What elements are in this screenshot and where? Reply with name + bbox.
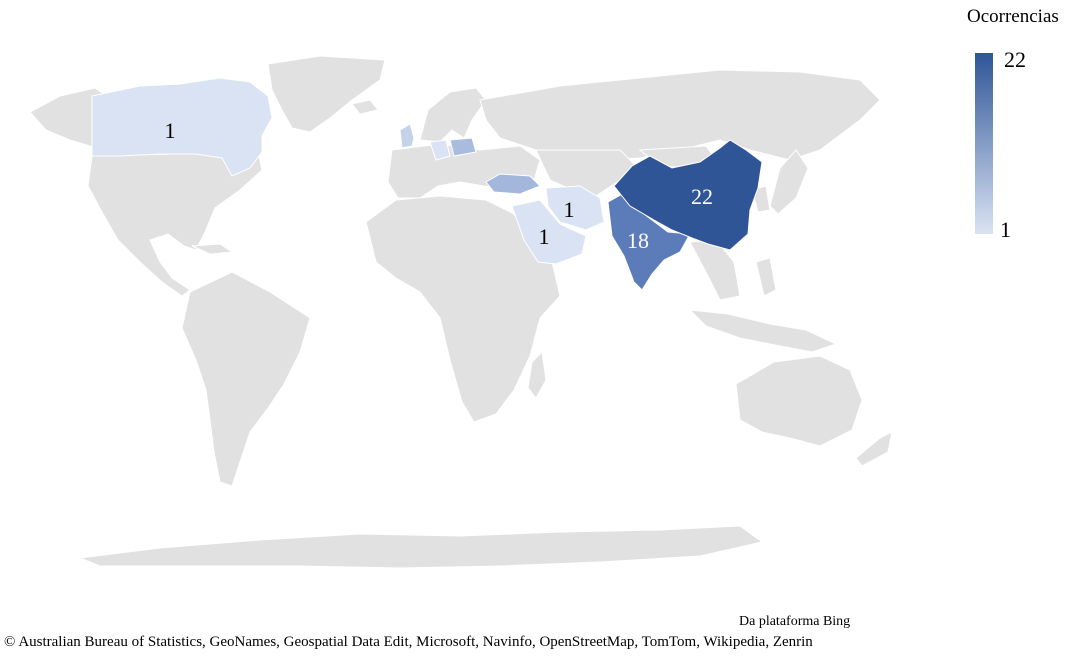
region-china[interactable] [613, 139, 763, 251]
africa [365, 195, 561, 423]
legend-title: Ocorrencias [967, 6, 1059, 27]
label-saudi-arabia: 1 [539, 224, 550, 249]
region-germany[interactable] [429, 139, 451, 161]
region-labels: 1 1 1 18 22 [165, 118, 714, 253]
japan [769, 149, 809, 215]
label-canada: 1 [165, 118, 176, 143]
russia [479, 69, 881, 161]
label-iran: 1 [564, 197, 575, 222]
greenland [267, 55, 386, 133]
region-iran[interactable] [545, 185, 605, 231]
label-india: 18 [627, 228, 649, 253]
region-uk[interactable] [399, 123, 415, 149]
new-zealand [855, 431, 893, 467]
scandinavia [419, 87, 487, 143]
central-asia [535, 149, 641, 197]
philippines [755, 257, 777, 297]
indonesia [688, 309, 838, 353]
australia [735, 355, 863, 447]
south-america [181, 271, 311, 487]
north-america-south [87, 151, 263, 297]
region-canada[interactable] [91, 77, 273, 177]
legend-color-scale [975, 53, 993, 234]
label-china: 22 [691, 184, 713, 209]
region-saudi-arabia[interactable] [511, 199, 587, 265]
region-poland[interactable] [449, 137, 477, 157]
madagascar [527, 350, 547, 399]
iceland [351, 99, 379, 115]
data-regions [91, 77, 763, 291]
caribbean [191, 243, 234, 255]
legend-max-label: 22 [1004, 47, 1026, 72]
source-note: Da plataforma Bing [739, 614, 851, 629]
legend-min-label: 1 [1000, 217, 1011, 242]
southeast-asia [689, 239, 741, 301]
region-turkey[interactable] [485, 173, 541, 195]
copyright-notice: © Australian Bureau of Statistics, GeoNa… [4, 634, 813, 650]
antarctica [79, 525, 764, 569]
